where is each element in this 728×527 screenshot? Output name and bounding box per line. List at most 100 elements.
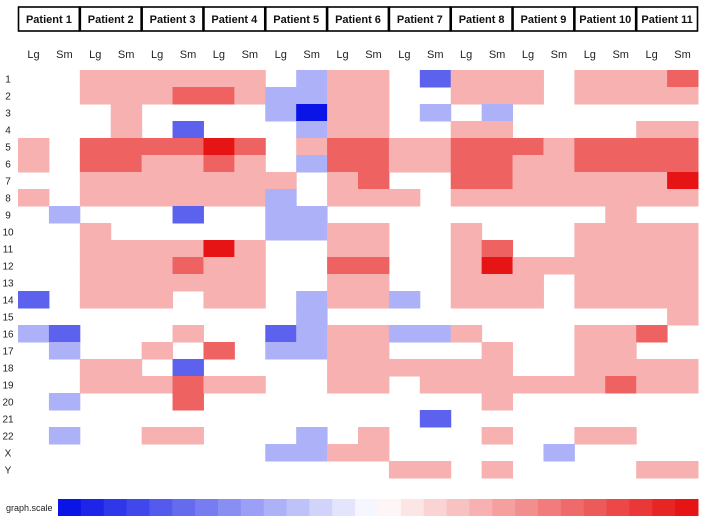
- heatmap-cell: [605, 325, 637, 343]
- heatmap-cell: [327, 189, 359, 207]
- heatmap-cell: [358, 223, 390, 241]
- heatmap-cell: [327, 70, 359, 88]
- heatmap-cell: [203, 240, 235, 258]
- patient-header-box: [512, 6, 575, 32]
- heatmap-cell: [543, 444, 575, 462]
- sub-column-label: Lg: [646, 49, 658, 61]
- heatmap-cell: [481, 138, 514, 156]
- heatmap-cell: [636, 223, 668, 241]
- heatmap-cell: [574, 138, 606, 156]
- heatmap-cell: [388, 138, 421, 156]
- heatmap-cell: [296, 427, 328, 445]
- heatmap-cell: [574, 274, 606, 292]
- heatmap-cell: [481, 427, 514, 445]
- heatmap-cell: [172, 121, 204, 139]
- heatmap-cell: [265, 189, 297, 207]
- heatmap-cell: [605, 274, 637, 292]
- heatmap-cell: [543, 172, 575, 190]
- heatmap-cell: [327, 342, 359, 360]
- heatmap-cell: [141, 257, 174, 275]
- heatmap-cell: [327, 444, 359, 462]
- color-scale-swatch: [355, 499, 379, 516]
- heatmap-cell: [574, 189, 606, 207]
- sub-column-label: Lg: [460, 49, 472, 61]
- heatmap-cell: [172, 155, 204, 173]
- heatmap-cell: [110, 104, 143, 122]
- heatmap-cell: [636, 257, 668, 275]
- sub-column-label: Lg: [27, 49, 39, 61]
- heatmap-cell: [667, 70, 699, 88]
- color-scale-swatch: [58, 499, 82, 516]
- heatmap-cell: [450, 291, 483, 309]
- patient-header-box: [388, 6, 452, 32]
- heatmap-cell: [79, 223, 112, 241]
- heatmap-cell: [388, 155, 421, 173]
- heatmap-cell: [358, 155, 390, 173]
- heatmap-cell: [141, 274, 174, 292]
- heatmap-cell: [79, 70, 112, 88]
- patient-header-box: [141, 6, 204, 32]
- patient-header: Patient 1 Patient 2 Patient 3 Patient 4 Pati…: [17, 6, 699, 32]
- heatmap-cell: [172, 70, 204, 88]
- sub-column-label: Lg: [398, 49, 410, 61]
- heatmap-cell: [172, 325, 204, 343]
- heatmap-cell: [450, 359, 483, 377]
- heatmap-cell: [203, 274, 235, 292]
- heatmap-cell: [667, 172, 699, 190]
- color-scale-swatch: [103, 499, 128, 516]
- patient-label: Patient 1: [26, 14, 72, 26]
- heatmap-cell: [450, 376, 483, 394]
- heatmap-cell: [358, 444, 390, 462]
- heatmap-cell: [605, 291, 637, 309]
- heatmap-cell: [636, 70, 668, 88]
- heatmap-cell: [358, 70, 390, 88]
- row-label: 7: [5, 177, 11, 188]
- heatmap-cell: [636, 155, 668, 173]
- heatmap-cell: [543, 189, 575, 207]
- heatmap-cell: [574, 155, 606, 173]
- heatmap-cell: [110, 359, 143, 377]
- heatmap-cell: [141, 138, 174, 156]
- heatmap-cell: [481, 291, 514, 309]
- patient-label: Patient 8: [459, 14, 505, 26]
- color-scale-swatch: [332, 499, 356, 516]
- heatmap-cell: [327, 325, 359, 343]
- patient-header-box: [635, 6, 699, 32]
- heatmap-cell: [605, 359, 637, 377]
- row-label: 10: [2, 228, 14, 239]
- heatmap-cell: [327, 138, 359, 156]
- heatmap-cell: [481, 257, 514, 275]
- heatmap-cell: [79, 189, 112, 207]
- heatmap-cell: [296, 342, 328, 360]
- heatmap-cell: [327, 240, 359, 258]
- heatmap-cell: [141, 70, 174, 88]
- heatmap-cell: [450, 138, 483, 156]
- heatmap-cell: [419, 138, 452, 156]
- heatmap-cell: [172, 427, 204, 445]
- heatmap-cell: [172, 189, 204, 207]
- row-label: 6: [5, 160, 11, 171]
- heatmap-cell: [481, 155, 514, 173]
- heatmap-cell: [481, 87, 514, 105]
- heatmap-cell: [203, 155, 235, 173]
- heatmap-cell: [667, 274, 699, 292]
- heatmap-cell: [265, 87, 297, 105]
- row-label: 21: [2, 415, 14, 426]
- heatmap-cell: [172, 138, 204, 156]
- heatmap-cell: [481, 274, 514, 292]
- heatmap-cell: [419, 104, 452, 122]
- heatmap-cell: [110, 155, 143, 173]
- heatmap-cell: [234, 172, 266, 190]
- color-scale-swatch: [538, 499, 562, 516]
- heatmap-cell: [234, 376, 266, 394]
- heatmap-cell: [636, 376, 668, 394]
- heatmap-cell: [481, 189, 514, 207]
- heatmap-cell: [543, 155, 575, 173]
- color-scale-swatch: [218, 499, 242, 516]
- color-scale-swatch: [309, 499, 333, 516]
- sub-column-label: Lg: [151, 49, 163, 61]
- heatmap-cell: [234, 155, 266, 173]
- heatmap-cell: [450, 87, 483, 105]
